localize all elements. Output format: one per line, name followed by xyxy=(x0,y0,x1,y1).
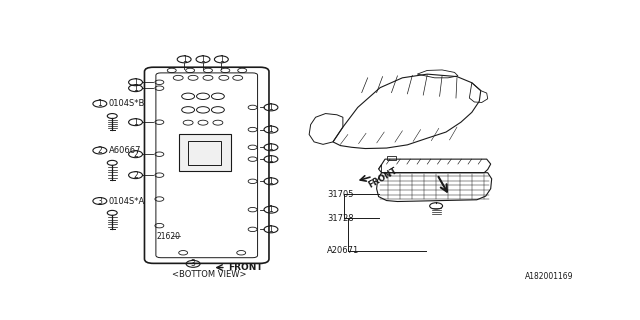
Text: 3: 3 xyxy=(97,196,102,205)
Bar xyxy=(179,134,231,172)
Text: 2: 2 xyxy=(97,146,102,155)
Bar xyxy=(387,156,396,160)
Text: 2: 2 xyxy=(133,150,138,159)
Text: 3: 3 xyxy=(191,259,196,268)
Text: 1: 1 xyxy=(269,125,273,134)
Text: 1: 1 xyxy=(269,177,273,186)
Text: FRONT: FRONT xyxy=(228,263,262,272)
Text: 1: 1 xyxy=(269,225,273,234)
Text: A60667: A60667 xyxy=(109,146,141,155)
Text: 1: 1 xyxy=(219,55,224,64)
Text: 1: 1 xyxy=(269,143,273,152)
Text: 0104S*B: 0104S*B xyxy=(109,99,145,108)
Text: FRONT: FRONT xyxy=(367,166,399,189)
Text: 1: 1 xyxy=(269,103,273,112)
Text: 1: 1 xyxy=(133,118,138,127)
Text: 31728: 31728 xyxy=(327,214,354,223)
Text: 1: 1 xyxy=(133,84,138,93)
Bar xyxy=(188,141,221,164)
Text: A182001169: A182001169 xyxy=(525,272,573,281)
Text: <BOTTOM VIEW>: <BOTTOM VIEW> xyxy=(172,270,246,279)
Text: 0104S*A: 0104S*A xyxy=(109,196,145,205)
Text: 31705: 31705 xyxy=(327,190,353,199)
Text: 1: 1 xyxy=(133,78,138,87)
Text: 1: 1 xyxy=(182,55,186,64)
Text: 2: 2 xyxy=(133,171,138,180)
Text: 21620: 21620 xyxy=(157,231,181,241)
Text: 1: 1 xyxy=(269,205,273,214)
Text: 1: 1 xyxy=(97,99,102,108)
Text: 1: 1 xyxy=(200,55,205,64)
Text: A20671: A20671 xyxy=(327,246,359,255)
Text: 1: 1 xyxy=(269,155,273,164)
